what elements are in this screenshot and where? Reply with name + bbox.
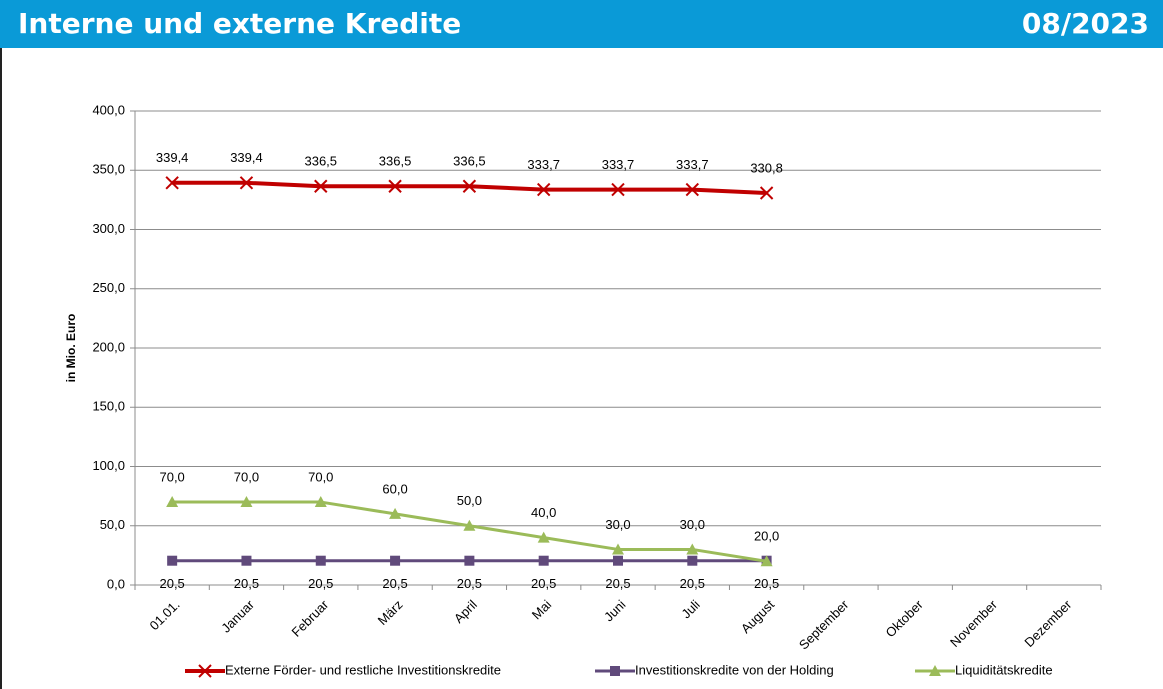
- data-label: 70,0: [159, 469, 184, 484]
- marker: [612, 543, 624, 555]
- series-line: [172, 500, 767, 563]
- marker: [685, 182, 700, 197]
- marker: [315, 555, 326, 566]
- data-label: 20,5: [680, 576, 705, 591]
- data-label: 336,5: [453, 154, 486, 169]
- data-label: 40,0: [531, 505, 556, 520]
- marker: [241, 555, 252, 566]
- y-tick-label: 0,0: [107, 576, 125, 591]
- marker: [239, 176, 254, 190]
- marker: [463, 519, 476, 531]
- header-bar: Interne und externe Kredite 08/2023: [0, 0, 1163, 48]
- marker: [389, 507, 402, 519]
- y-tick-label: 150,0: [92, 399, 125, 414]
- legend-label: Externe Förder- und restliche Investitio…: [225, 662, 501, 677]
- marker: [686, 543, 699, 555]
- x-tick-label: September: [796, 596, 852, 652]
- page-date: 08/2023: [1021, 7, 1149, 40]
- marker: [167, 555, 178, 566]
- data-label: 70,0: [308, 469, 333, 484]
- data-label: 330,8: [750, 160, 783, 175]
- legend-label: Investitionskredite von der Holding: [635, 662, 834, 677]
- y-tick-label: 200,0: [92, 339, 125, 354]
- x-tick-label: Oktober: [882, 596, 926, 640]
- data-label: 20,0: [754, 529, 779, 544]
- data-label: 20,5: [382, 576, 407, 591]
- series-line: [172, 180, 767, 195]
- marker: [538, 555, 549, 566]
- y-axis-label: in Mio. Euro: [64, 314, 78, 383]
- data-label: 20,5: [234, 576, 259, 591]
- x-tick-label: November: [947, 596, 1000, 649]
- data-label: 20,5: [531, 576, 556, 591]
- data-label: 50,0: [457, 493, 482, 508]
- x-tick-label: 01.01.: [147, 597, 183, 633]
- data-label: 20,5: [605, 576, 630, 591]
- marker: [240, 496, 253, 508]
- data-label: 333,7: [676, 157, 709, 172]
- x-tick-label: Juni: [601, 597, 629, 625]
- marker: [760, 555, 773, 567]
- x-tick-label: Februar: [289, 596, 332, 639]
- marker: [462, 179, 477, 193]
- marker: [536, 182, 551, 197]
- x-tick-label: Januar: [218, 596, 257, 635]
- marker: [388, 179, 402, 193]
- marker: [613, 555, 623, 566]
- marker: [464, 555, 475, 566]
- legend-label: Liquiditätskredite: [955, 662, 1053, 677]
- marker: [390, 555, 401, 566]
- marker: [687, 555, 698, 566]
- y-tick-label: 100,0: [92, 458, 125, 473]
- data-label: 339,4: [230, 150, 263, 165]
- x-tick-label: Juli: [678, 597, 702, 621]
- data-label: 336,5: [379, 154, 412, 169]
- x-tick-label: Dezember: [1021, 596, 1074, 649]
- data-label: 20,5: [457, 576, 482, 591]
- marker: [166, 496, 179, 508]
- y-tick-label: 400,0: [92, 102, 125, 117]
- x-tick-label: März: [375, 597, 406, 628]
- data-label: 336,5: [304, 154, 337, 169]
- marker: [759, 186, 774, 200]
- x-tick-label: Mai: [529, 597, 554, 622]
- marker: [537, 531, 550, 543]
- chart-panel: [0, 48, 1163, 689]
- y-tick-label: 300,0: [92, 221, 125, 236]
- x-tick-label: August: [738, 597, 777, 636]
- page-title: Interne und externe Kredite: [18, 7, 462, 40]
- marker: [610, 666, 620, 676]
- marker: [929, 665, 941, 676]
- data-label: 20,5: [159, 576, 184, 591]
- marker: [198, 664, 212, 678]
- y-tick-label: 50,0: [100, 517, 125, 532]
- data-label: 30,0: [605, 517, 630, 532]
- data-label: 70,0: [234, 469, 259, 484]
- marker: [314, 179, 328, 193]
- data-label: 333,7: [602, 157, 635, 172]
- marker: [314, 496, 327, 508]
- y-tick-label: 250,0: [92, 280, 125, 295]
- data-label: 60,0: [382, 481, 407, 496]
- y-tick-label: 350,0: [92, 162, 125, 177]
- data-label: 30,0: [680, 517, 705, 532]
- data-label: 333,7: [527, 157, 560, 172]
- data-label: 20,5: [308, 576, 333, 591]
- marker: [611, 182, 625, 197]
- data-label: 20,5: [754, 576, 779, 591]
- x-tick-label: April: [451, 597, 480, 626]
- data-label: 339,4: [156, 150, 189, 165]
- marker: [165, 176, 179, 190]
